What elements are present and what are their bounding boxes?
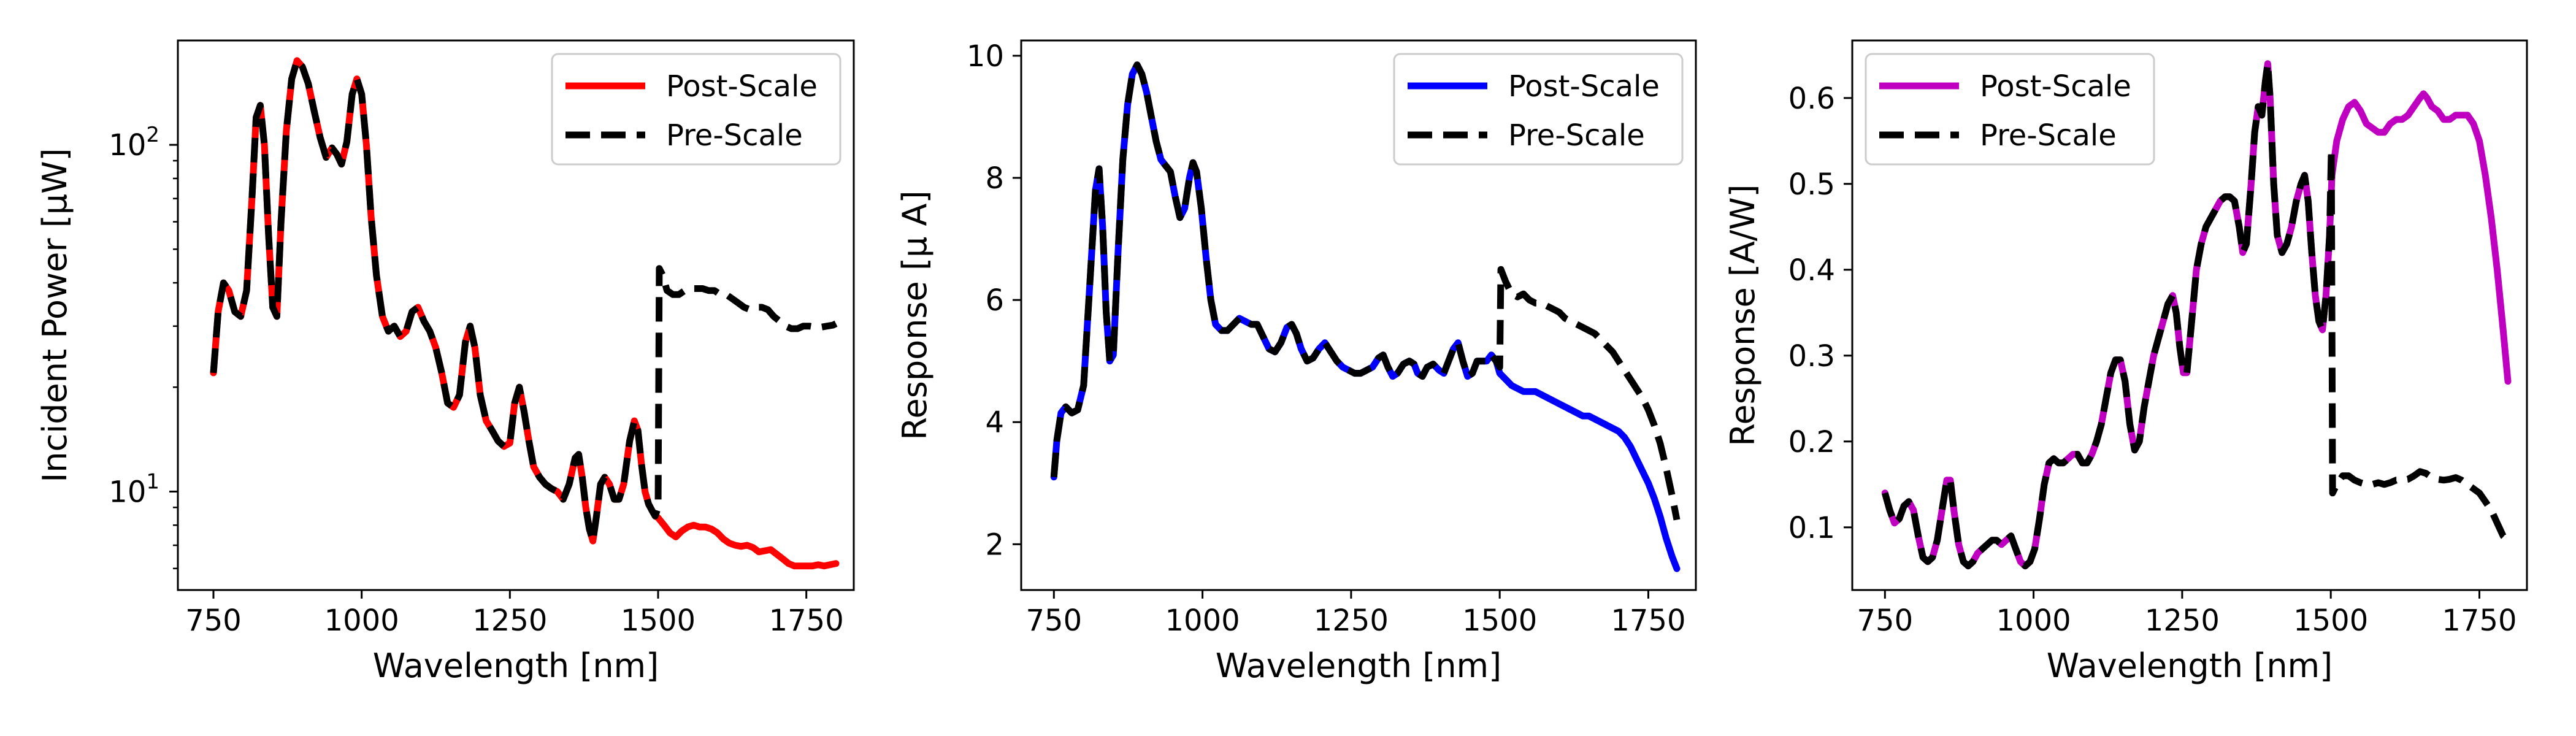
x-axis-label: Wavelength [nm] <box>373 646 659 685</box>
x-tick-label: 1750 <box>1611 604 1685 638</box>
chart-panel-2: 750 1000 1250 1500 1750 2 4 6 8 10 Wavelength [nm]… <box>895 39 1697 685</box>
chart-panel-3: 750 1000 1250 1500 1750 0.1 0.2 0.3 0.4 0.5 0.6 Wav… <box>1723 39 2528 685</box>
x-tick-label: 1250 <box>2145 604 2220 638</box>
x-tick-label: 1000 <box>1996 604 2071 638</box>
y-axis-label: Response [μ A] <box>895 190 934 440</box>
legend: Post-Scale Pre-Scale <box>1393 53 1684 166</box>
chart-panel-1: 750 1000 1250 1500 1750 101 102 Wavelength [nm]… <box>36 39 855 685</box>
x-tick-label: 1500 <box>1462 604 1537 638</box>
legend: Post-Scale Pre-Scale <box>551 53 841 166</box>
legend: Post-Scale Pre-Scale <box>1865 53 2155 166</box>
x-tick-label: 1250 <box>1314 604 1389 638</box>
legend-label: Post-Scale <box>666 69 818 104</box>
y-tick-label: 2 <box>985 527 1004 562</box>
y-tick-label: 101 <box>109 469 159 509</box>
y-tick-label: 8 <box>985 161 1004 196</box>
series-line-pre-scale <box>1882 60 2510 570</box>
y-tick-label: 0.3 <box>1788 339 1835 374</box>
y-tick-label: 102 <box>109 123 159 163</box>
x-tick-label: 1500 <box>2293 604 2368 638</box>
axes-frame <box>1020 39 1697 591</box>
x-axis-label: Wavelength [nm] <box>2047 646 2333 685</box>
y-tick-label: 4 <box>985 405 1004 440</box>
y-tick-label: 10 <box>967 39 1004 74</box>
axes-frame <box>177 39 855 591</box>
x-tick-label: 750 <box>1857 604 1913 638</box>
y-tick-label: 0.6 <box>1788 82 1835 116</box>
y-tick-label: 0.4 <box>1788 253 1835 288</box>
y-axis-label: Incident Power [μW] <box>36 148 74 482</box>
x-tick-label: 1500 <box>621 604 696 638</box>
y-axis-label: Response [A/W] <box>1723 184 1762 446</box>
legend-label: Post-Scale <box>1508 69 1660 104</box>
x-tick-label: 750 <box>185 604 242 638</box>
x-tick-label: 1000 <box>1165 604 1240 638</box>
y-tick-label: 0.2 <box>1788 425 1835 459</box>
legend-label: Pre-Scale <box>1980 118 2117 153</box>
y-tick-label: 6 <box>985 283 1004 318</box>
x-tick-label: 1000 <box>324 604 399 638</box>
x-axis-label: Wavelength [nm] <box>1216 646 1501 685</box>
legend-label: Post-Scale <box>1980 69 2131 104</box>
y-tick-label: 0.1 <box>1788 511 1835 545</box>
legend-label: Pre-Scale <box>1508 118 1645 153</box>
legend-label: Pre-Scale <box>666 118 803 153</box>
x-tick-label: 1750 <box>769 604 844 638</box>
x-tick-label: 1750 <box>2442 604 2517 638</box>
x-tick-label: 1250 <box>472 604 547 638</box>
x-tick-label: 750 <box>1025 604 1082 638</box>
series-line-pre-scale <box>210 57 838 545</box>
y-tick-label: 0.5 <box>1788 167 1835 202</box>
series-line-pre-scale <box>1050 61 1681 521</box>
axes-frame <box>1851 39 2528 591</box>
